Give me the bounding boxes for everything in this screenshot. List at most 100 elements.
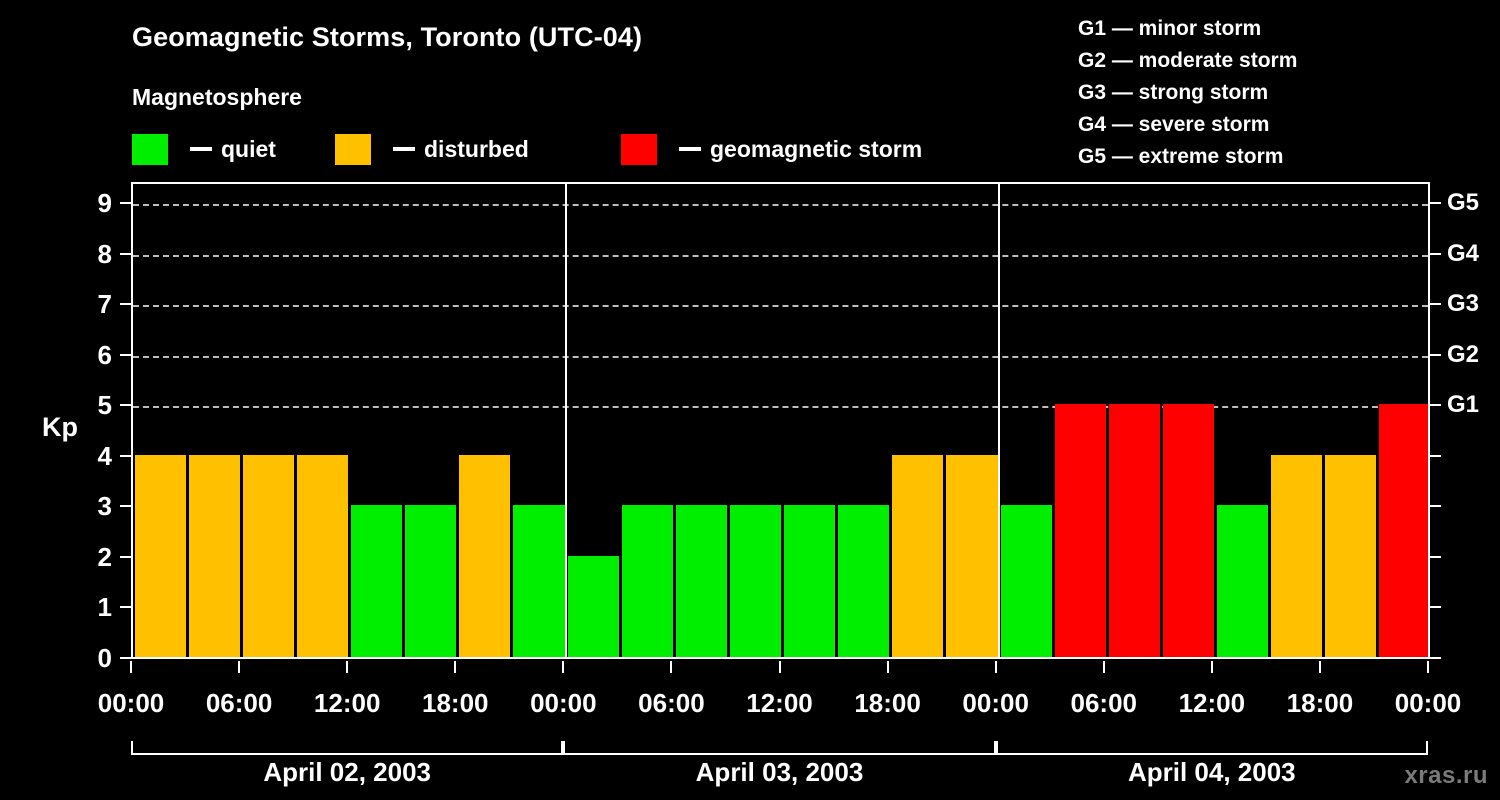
x-tick-5 <box>670 661 673 673</box>
day-label-3: April 04, 2003 <box>1127 757 1296 787</box>
bar-kp[interactable] <box>567 555 619 657</box>
g-scale-legend: G1 — minor storm G2 — moderate storm G3 — … <box>1078 13 1297 173</box>
x-tick-9 <box>1102 661 1105 673</box>
x-tick-2 <box>346 661 349 673</box>
y-axis-label-2: 2 <box>97 541 112 572</box>
x-tick-1 <box>238 661 241 673</box>
x-tick-12 <box>1427 661 1429 673</box>
quiet-legend-swatch <box>132 133 168 165</box>
y-axis-label-4: 4 <box>97 440 112 471</box>
chart-subtitle: Magnetosphere <box>132 84 302 110</box>
g-scale-line-2: G2 — moderate storm <box>1078 49 1298 72</box>
bar-kp[interactable] <box>405 505 457 657</box>
y-tick-right-8 <box>1430 252 1441 255</box>
y-tick-right-2 <box>1430 555 1441 558</box>
bar-kp[interactable] <box>1217 505 1269 657</box>
x-tick-10 <box>1210 661 1213 673</box>
bar-kp[interactable] <box>1108 404 1160 657</box>
y-tick-right-6 <box>1430 353 1441 356</box>
y-axis-label-5: 5 <box>97 390 112 421</box>
bar-kp[interactable] <box>1379 404 1428 657</box>
bar-kp[interactable] <box>892 454 944 657</box>
g-axis-label-G3: G3 <box>1447 290 1480 318</box>
day-separator-2 <box>998 184 1000 657</box>
bar-kp[interactable] <box>1162 404 1214 657</box>
y-tick-left-0 <box>120 657 131 659</box>
gridline-kp-7 <box>133 305 1428 308</box>
g-scale-line-5: G5 — extreme storm <box>1078 145 1284 168</box>
storm-legend-dash <box>679 147 701 151</box>
x-axis-label-4: 00:00 <box>530 688 597 718</box>
y-axis-label-7: 7 <box>97 289 112 320</box>
y-tick-left-4 <box>120 454 131 457</box>
g-axis-label-G2: G2 <box>1447 340 1480 368</box>
bar-kp[interactable] <box>1325 454 1377 657</box>
x-axis-label-5: 06:00 <box>638 688 705 718</box>
g-scale-line-1: G1 — minor storm <box>1078 17 1262 40</box>
x-axis-label-11: 18:00 <box>1286 688 1354 718</box>
x-axis-label-8: 00:00 <box>962 688 1029 718</box>
x-axis-label-3: 18:00 <box>422 688 489 718</box>
bar-kp[interactable] <box>296 454 348 657</box>
page-title: Geomagnetic Storms, Toronto (UTC-04) <box>132 22 643 52</box>
y-axis-title: Kp <box>42 412 78 442</box>
g-axis-label-G4: G4 <box>1447 239 1480 267</box>
day-bracket-3 <box>995 741 1428 755</box>
quiet-legend: quiet <box>132 132 276 166</box>
y-axis-label-8: 8 <box>97 238 112 269</box>
y-tick-left-3 <box>120 505 131 508</box>
bar-kp[interactable] <box>351 505 403 657</box>
day-bracket-2 <box>563 741 996 755</box>
day-label-2: April 03, 2003 <box>695 757 864 787</box>
gridline-kp-5 <box>133 406 1428 409</box>
y-axis-label-1: 1 <box>97 592 112 623</box>
x-tick-0 <box>130 661 132 673</box>
g-axis-label-G1: G1 <box>1447 391 1480 419</box>
x-tick-6 <box>778 661 781 673</box>
x-axis-label-12: 00:00 <box>1394 688 1462 718</box>
x-axis-label-7: 18:00 <box>854 688 921 718</box>
bar-kp[interactable] <box>946 454 998 657</box>
bar-kp[interactable] <box>675 505 727 657</box>
bar-kp[interactable] <box>838 505 890 657</box>
day-bracket-1 <box>131 741 564 755</box>
g-axis-label-G5: G5 <box>1447 189 1480 216</box>
bar-kp[interactable] <box>513 505 565 657</box>
bar-kp[interactable] <box>242 454 294 657</box>
day-separator-1 <box>565 184 567 657</box>
bar-kp[interactable] <box>188 454 240 657</box>
y-tick-right-3 <box>1430 505 1441 508</box>
plot-area <box>131 182 1430 659</box>
x-tick-8 <box>994 661 997 673</box>
bar-kp[interactable] <box>1271 454 1323 657</box>
bar-kp[interactable] <box>729 505 781 657</box>
y-tick-right-9 <box>1430 202 1441 204</box>
y-tick-right-4 <box>1430 454 1441 457</box>
x-axis-label-0: 00:00 <box>97 688 165 718</box>
bar-kp[interactable] <box>621 505 673 657</box>
bar-kp[interactable] <box>784 505 836 657</box>
y-tick-left-2 <box>120 555 131 558</box>
disturbed-legend-dash <box>393 147 415 151</box>
gridline-kp-6 <box>133 355 1428 358</box>
y-tick-left-6 <box>120 353 131 356</box>
quiet-legend-label: quiet <box>221 135 276 162</box>
disturbed-legend-label: disturbed <box>424 135 529 162</box>
quiet-legend-dash <box>190 147 212 151</box>
y-axis-label-9: 9 <box>97 188 112 218</box>
watermark: xras.ru <box>1404 762 1488 789</box>
bar-kp[interactable] <box>1054 404 1106 657</box>
bar-kp[interactable] <box>459 454 511 657</box>
bar-kp[interactable] <box>134 454 186 657</box>
y-axis-label-6: 6 <box>97 339 112 370</box>
day-label-1: April 02, 2003 <box>263 757 431 787</box>
bar-kp[interactable] <box>1000 505 1052 657</box>
x-axis-label-1: 06:00 <box>205 688 273 718</box>
y-tick-right-0 <box>1430 657 1441 659</box>
y-tick-right-7 <box>1430 303 1441 306</box>
disturbed-legend: disturbed <box>335 132 529 166</box>
y-tick-right-1 <box>1430 606 1441 609</box>
x-axis-label-10: 12:00 <box>1178 688 1246 718</box>
y-tick-left-9 <box>120 202 131 204</box>
